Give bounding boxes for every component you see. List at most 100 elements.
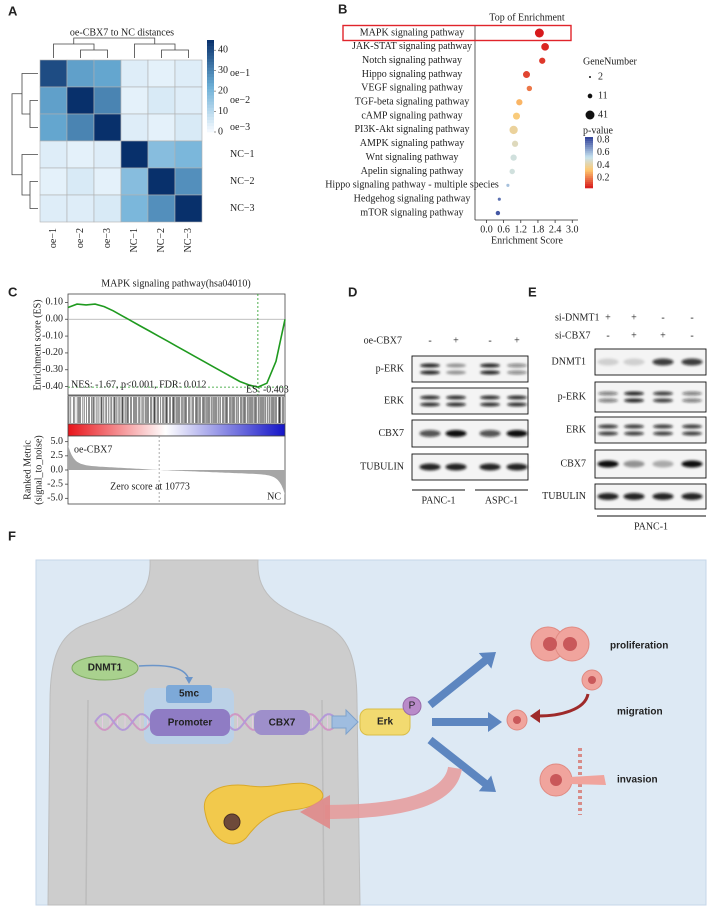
phospho-circle [402, 696, 422, 716]
colorbar-slice [207, 107, 214, 111]
heatmap-cell [120, 194, 149, 223]
blot-band [597, 493, 619, 500]
color-legend-slice [585, 151, 593, 154]
heatmap-cell [147, 194, 176, 223]
heatmap-cell [147, 59, 176, 88]
blot-row-label: TUBULIN [542, 491, 586, 502]
condition-sign: + [660, 330, 666, 341]
colorbar-slice [207, 49, 214, 53]
nucleus [550, 774, 562, 786]
blot-band [445, 463, 467, 471]
blot-band [653, 391, 673, 396]
blot-band [597, 460, 619, 468]
blot-band [623, 460, 645, 468]
color-legend-slice [585, 179, 593, 183]
x-tick-label: 0.0 [480, 224, 493, 235]
colorbar-slice [207, 76, 214, 81]
blot-band [624, 431, 644, 436]
colorbar-slice [207, 70, 214, 75]
heatmap-cell [174, 86, 203, 115]
heatmap-cell [66, 59, 95, 88]
blot-band [652, 358, 674, 366]
row-label: oe−3 [230, 122, 250, 133]
blot-row-label: p-ERK [376, 363, 405, 374]
x-tick-label: 3.0 [566, 224, 579, 235]
migration-arrow [537, 693, 590, 718]
color-legend-slice [585, 159, 593, 162]
colorbar-tick-label: 10 [218, 106, 228, 117]
color-legend-slice [585, 175, 593, 179]
panel-label: D [348, 284, 357, 299]
arrow-head [530, 709, 540, 723]
blot-band [598, 424, 618, 429]
heatmap-cell [39, 167, 68, 196]
nucleus [563, 637, 577, 651]
blot-band [624, 424, 644, 429]
color-legend-slice [585, 147, 593, 150]
size-legend-dot [589, 76, 591, 78]
blot-band [446, 363, 466, 368]
colorbar-slice [207, 46, 214, 50]
blot-band [446, 395, 466, 400]
colorbar-slice [207, 79, 214, 84]
heatmap-cell [174, 140, 203, 169]
enrichment-dot [497, 197, 501, 201]
row-dendrogram [11, 73, 38, 209]
blot-band [446, 370, 466, 375]
y-tick-label: 0.00 [46, 314, 64, 325]
row-label: oe−1 [230, 68, 250, 79]
condition-sign: - [690, 312, 693, 323]
condition-sign: - [606, 330, 609, 341]
pathway-label: Hedgehog signaling pathway [354, 193, 471, 204]
kinase-label: Erk [377, 717, 394, 728]
color-legend-slice [585, 163, 593, 166]
feedback-arrow [324, 766, 462, 819]
color-legend-slice [585, 183, 593, 187]
color-legend-slice [585, 157, 593, 160]
condition-sign: + [605, 312, 611, 323]
enrichment-dot [539, 57, 546, 64]
heatmap-cell [39, 140, 68, 169]
color-legend-slice [585, 149, 593, 152]
enrichment-dot [509, 125, 518, 135]
colorbar-slice [207, 101, 214, 105]
color-legend-slice [585, 167, 593, 170]
pathway-label: MAPK signaling pathway [360, 27, 464, 38]
x-tick-label: 0.6 [497, 224, 510, 235]
heatmap-cell [39, 59, 68, 88]
blot-band [506, 463, 528, 471]
blot-band [598, 431, 618, 436]
blot-band [624, 398, 644, 403]
blot-band [480, 395, 500, 400]
colorbar-slice [207, 64, 214, 68]
colorbar-slice [207, 58, 214, 62]
heatmap-cell [147, 140, 176, 169]
colorbar-slice [207, 128, 214, 133]
blot-band [681, 460, 703, 468]
heatmap-cell [39, 86, 68, 115]
colorbar-slice [207, 67, 214, 71]
panel-label: A [8, 3, 18, 18]
size-legend-label: 2 [598, 71, 603, 82]
y-tick-label: -0.40 [42, 381, 63, 392]
heatmap-cell [120, 59, 149, 88]
pathway-label: TGF-beta signaling pathway [355, 97, 469, 108]
blot-band [419, 430, 441, 437]
mark-label: 5mc [179, 689, 199, 700]
blot-band [623, 358, 645, 366]
kinase-box [359, 708, 411, 736]
metric-axis-label: (signal_to_noise) [33, 435, 44, 504]
size-legend-title: GeneNumber [583, 56, 638, 67]
left-class-label: oe-CBX7 [74, 444, 112, 455]
column-label: NC−2 [156, 228, 167, 253]
color-legend-slice [585, 139, 593, 142]
blot-band [682, 391, 702, 396]
gsea-annotation: NES: -1.67, p<0.001, FDR: 0.012 [71, 379, 206, 390]
color-legend-slice [585, 173, 593, 177]
column-dendrogram [53, 37, 189, 58]
color-legend-slice [585, 177, 593, 181]
metric-axis-label: Ranked Metric [22, 440, 33, 500]
color-legend-slice [585, 155, 593, 158]
row-label: NC−2 [230, 176, 255, 187]
colorbar-slice [207, 61, 214, 65]
